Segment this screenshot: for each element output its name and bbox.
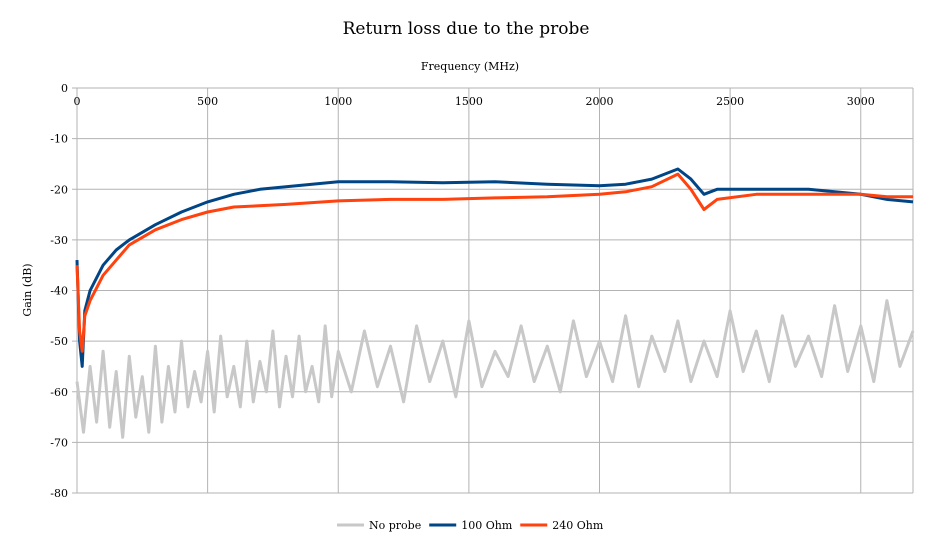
series-line-no-probe (75, 299, 915, 439)
tick-labels: 0 -10 -20 -30 -40 -50 -60 -70 -80 0 500 1000 1500 200… (50, 82, 874, 500)
legend-label: 240 Ohm (552, 519, 604, 532)
y-tick-label: -20 (50, 183, 68, 196)
series-line-100-ohm (75, 167, 914, 368)
y-tick-label: -40 (50, 285, 68, 298)
y-tick-label: -70 (50, 436, 68, 449)
x-tick-label: 3000 (847, 95, 875, 108)
y-tick-label: 0 (61, 82, 68, 95)
y-tick-label: -50 (50, 335, 68, 348)
series-line-240-ohm (75, 172, 913, 353)
x-tick-label: 500 (197, 95, 218, 108)
legend-label: 100 Ohm (461, 519, 513, 532)
x-axis-label: Frequency (MHz) (421, 60, 519, 73)
y-tick-label: -80 (50, 487, 68, 500)
grid (72, 87, 914, 494)
series-lines (75, 167, 915, 439)
y-axis-label: Gain (dB) (21, 263, 34, 316)
x-tick-label: 1000 (324, 95, 352, 108)
x-tick-label: 2000 (586, 95, 614, 108)
legend: No probe 100 Ohm 240 Ohm (337, 519, 604, 532)
y-tick-label: -30 (50, 234, 68, 247)
chart-title: Return loss due to the probe (343, 19, 590, 39)
x-tick-label: 0 (74, 95, 81, 108)
y-tick-label: -60 (50, 386, 68, 399)
x-tick-label: 1500 (455, 95, 483, 108)
legend-label: No probe (369, 519, 421, 532)
y-tick-label: -10 (50, 133, 68, 146)
x-tick-label: 2500 (716, 95, 744, 108)
